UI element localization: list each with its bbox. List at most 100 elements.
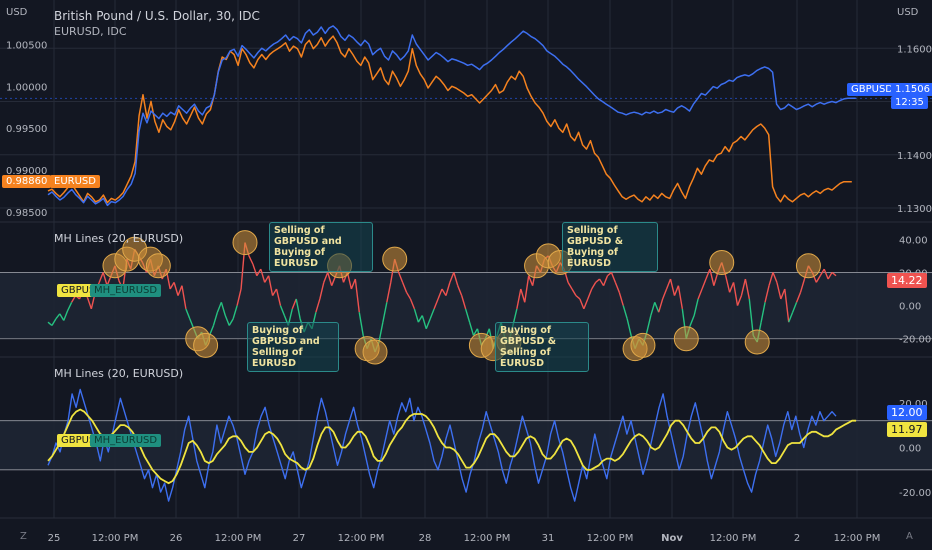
left-tick-label: 0.98500	[6, 208, 47, 219]
mh1-segment	[587, 288, 593, 300]
mh1-segment	[701, 278, 707, 290]
mh1-tick-label: 40.00	[899, 235, 928, 246]
mh1-segment	[358, 312, 364, 336]
chart-title[interactable]: British Pound / U.S. Dollar, 30, IDC	[54, 9, 260, 23]
mh1-segment	[768, 272, 774, 286]
mh2-tick-label: -20.00	[899, 488, 931, 499]
mh1-segment	[421, 315, 427, 329]
mh1-segment	[736, 295, 743, 306]
mh2-tick-label: 20.00	[899, 399, 928, 410]
mh1-segment	[47, 321, 53, 327]
mh1-segment	[610, 272, 617, 283]
mh1-segment	[575, 295, 581, 300]
mh1-segment	[528, 275, 534, 286]
mh1-segment	[579, 298, 585, 310]
mh1-segment	[271, 288, 278, 296]
auto-scale-toggle[interactable]: A	[906, 531, 913, 542]
mh1-segment	[425, 318, 431, 330]
mh1-segment	[520, 288, 526, 303]
mh1-segment	[437, 288, 443, 300]
mh1-segment	[382, 302, 388, 323]
mh1-segment	[291, 298, 297, 310]
eurusd-symbol-tag: EURUSD	[50, 175, 100, 188]
mh1-segment	[224, 315, 230, 326]
mh1-segment	[831, 271, 837, 277]
mh1-segment	[449, 272, 455, 283]
mh1-segment	[524, 275, 530, 303]
mh1-signal-marker	[193, 332, 219, 358]
mh1-signal-marker	[795, 253, 821, 279]
mh1-segment	[516, 288, 522, 310]
mh1-segment	[405, 291, 412, 300]
x-tick-label: 25	[48, 533, 61, 544]
mh1-segment	[709, 268, 715, 286]
mh1-segment	[185, 308, 191, 320]
annotation-sell-gbp-1: Selling of GBPUSD and Buying of EURUSD	[269, 222, 373, 272]
mh1-segment	[622, 305, 628, 320]
mh1-segment	[598, 278, 605, 287]
mh1-last-value: 14.22	[887, 273, 927, 288]
mh1-segment	[441, 288, 447, 296]
x-tick-label: 31	[542, 533, 555, 544]
mh1-segment	[98, 272, 104, 283]
mh1-segment	[417, 315, 423, 323]
overlay-symbol[interactable]: EURUSD, IDC	[54, 25, 127, 38]
mh1-segment	[788, 311, 794, 323]
mh2-blue-line	[47, 388, 837, 502]
mh1-segment	[614, 282, 620, 293]
eurusd-last-price: 0.98860	[2, 175, 52, 188]
right-tick-label: 1.1600	[897, 44, 932, 55]
right-tick-label: 1.1400	[897, 151, 932, 162]
mh1-segment	[728, 282, 735, 293]
mh1-segment	[799, 278, 806, 293]
eurusd-series-line	[47, 35, 852, 204]
mh1-segment	[236, 288, 242, 306]
mh1-segment	[724, 275, 731, 293]
mh1-segment	[228, 318, 234, 326]
mh2-tick-label: 0.00	[899, 443, 921, 454]
mh1-segment	[591, 282, 597, 290]
mh1-segment	[677, 285, 684, 310]
mh1-segment	[669, 278, 676, 296]
mh1-segment	[409, 298, 416, 310]
mh1-segment	[697, 288, 703, 300]
mh1-segment	[232, 305, 238, 320]
mh1-tick-label: -20.00	[899, 335, 931, 346]
mh1-band	[0, 272, 932, 339]
mh1-segment	[654, 302, 660, 313]
mh1-segment	[744, 278, 751, 300]
mh1-eurusd-label: MH_EURUSD	[90, 284, 162, 297]
mh1-segment	[567, 282, 573, 290]
left-tick-label: 1.00000	[6, 82, 47, 93]
mh1-segment	[319, 282, 325, 300]
mh1-segment	[398, 272, 404, 283]
mh-lines-pane-1	[0, 230, 932, 365]
mh1-segment	[646, 315, 652, 333]
mh1-segment	[401, 282, 408, 293]
mh1-segment	[173, 282, 179, 296]
x-tick-label: 27	[293, 533, 306, 544]
timezone-toggle[interactable]: Z	[20, 531, 27, 542]
mh1-segment	[177, 285, 183, 296]
mh1-segment	[279, 305, 286, 316]
x-tick-label: Nov	[661, 533, 683, 544]
mh1-segment	[468, 321, 475, 336]
mh1-segment	[445, 282, 451, 296]
mh1-segment	[86, 297, 93, 310]
mh-lines-1-title[interactable]: MH Lines (20, EURUSD)	[54, 232, 184, 245]
x-tick-label: 12:00 PM	[92, 533, 139, 544]
mh1-segment	[350, 278, 356, 290]
mh1-segment	[378, 322, 384, 343]
mh1-segment	[583, 298, 589, 310]
mh1-segment	[823, 268, 829, 280]
mh1-segment	[260, 268, 266, 283]
mh2-yellow-line	[47, 408, 857, 485]
mh1-segment	[595, 278, 601, 283]
x-tick-label: 12:00 PM	[710, 533, 757, 544]
mh1-signal-marker	[630, 332, 656, 358]
mh-lines-2-title[interactable]: MH Lines (20, EURUSD)	[54, 367, 184, 380]
mh1-segment	[760, 302, 766, 323]
x-tick-label: 12:00 PM	[215, 533, 262, 544]
